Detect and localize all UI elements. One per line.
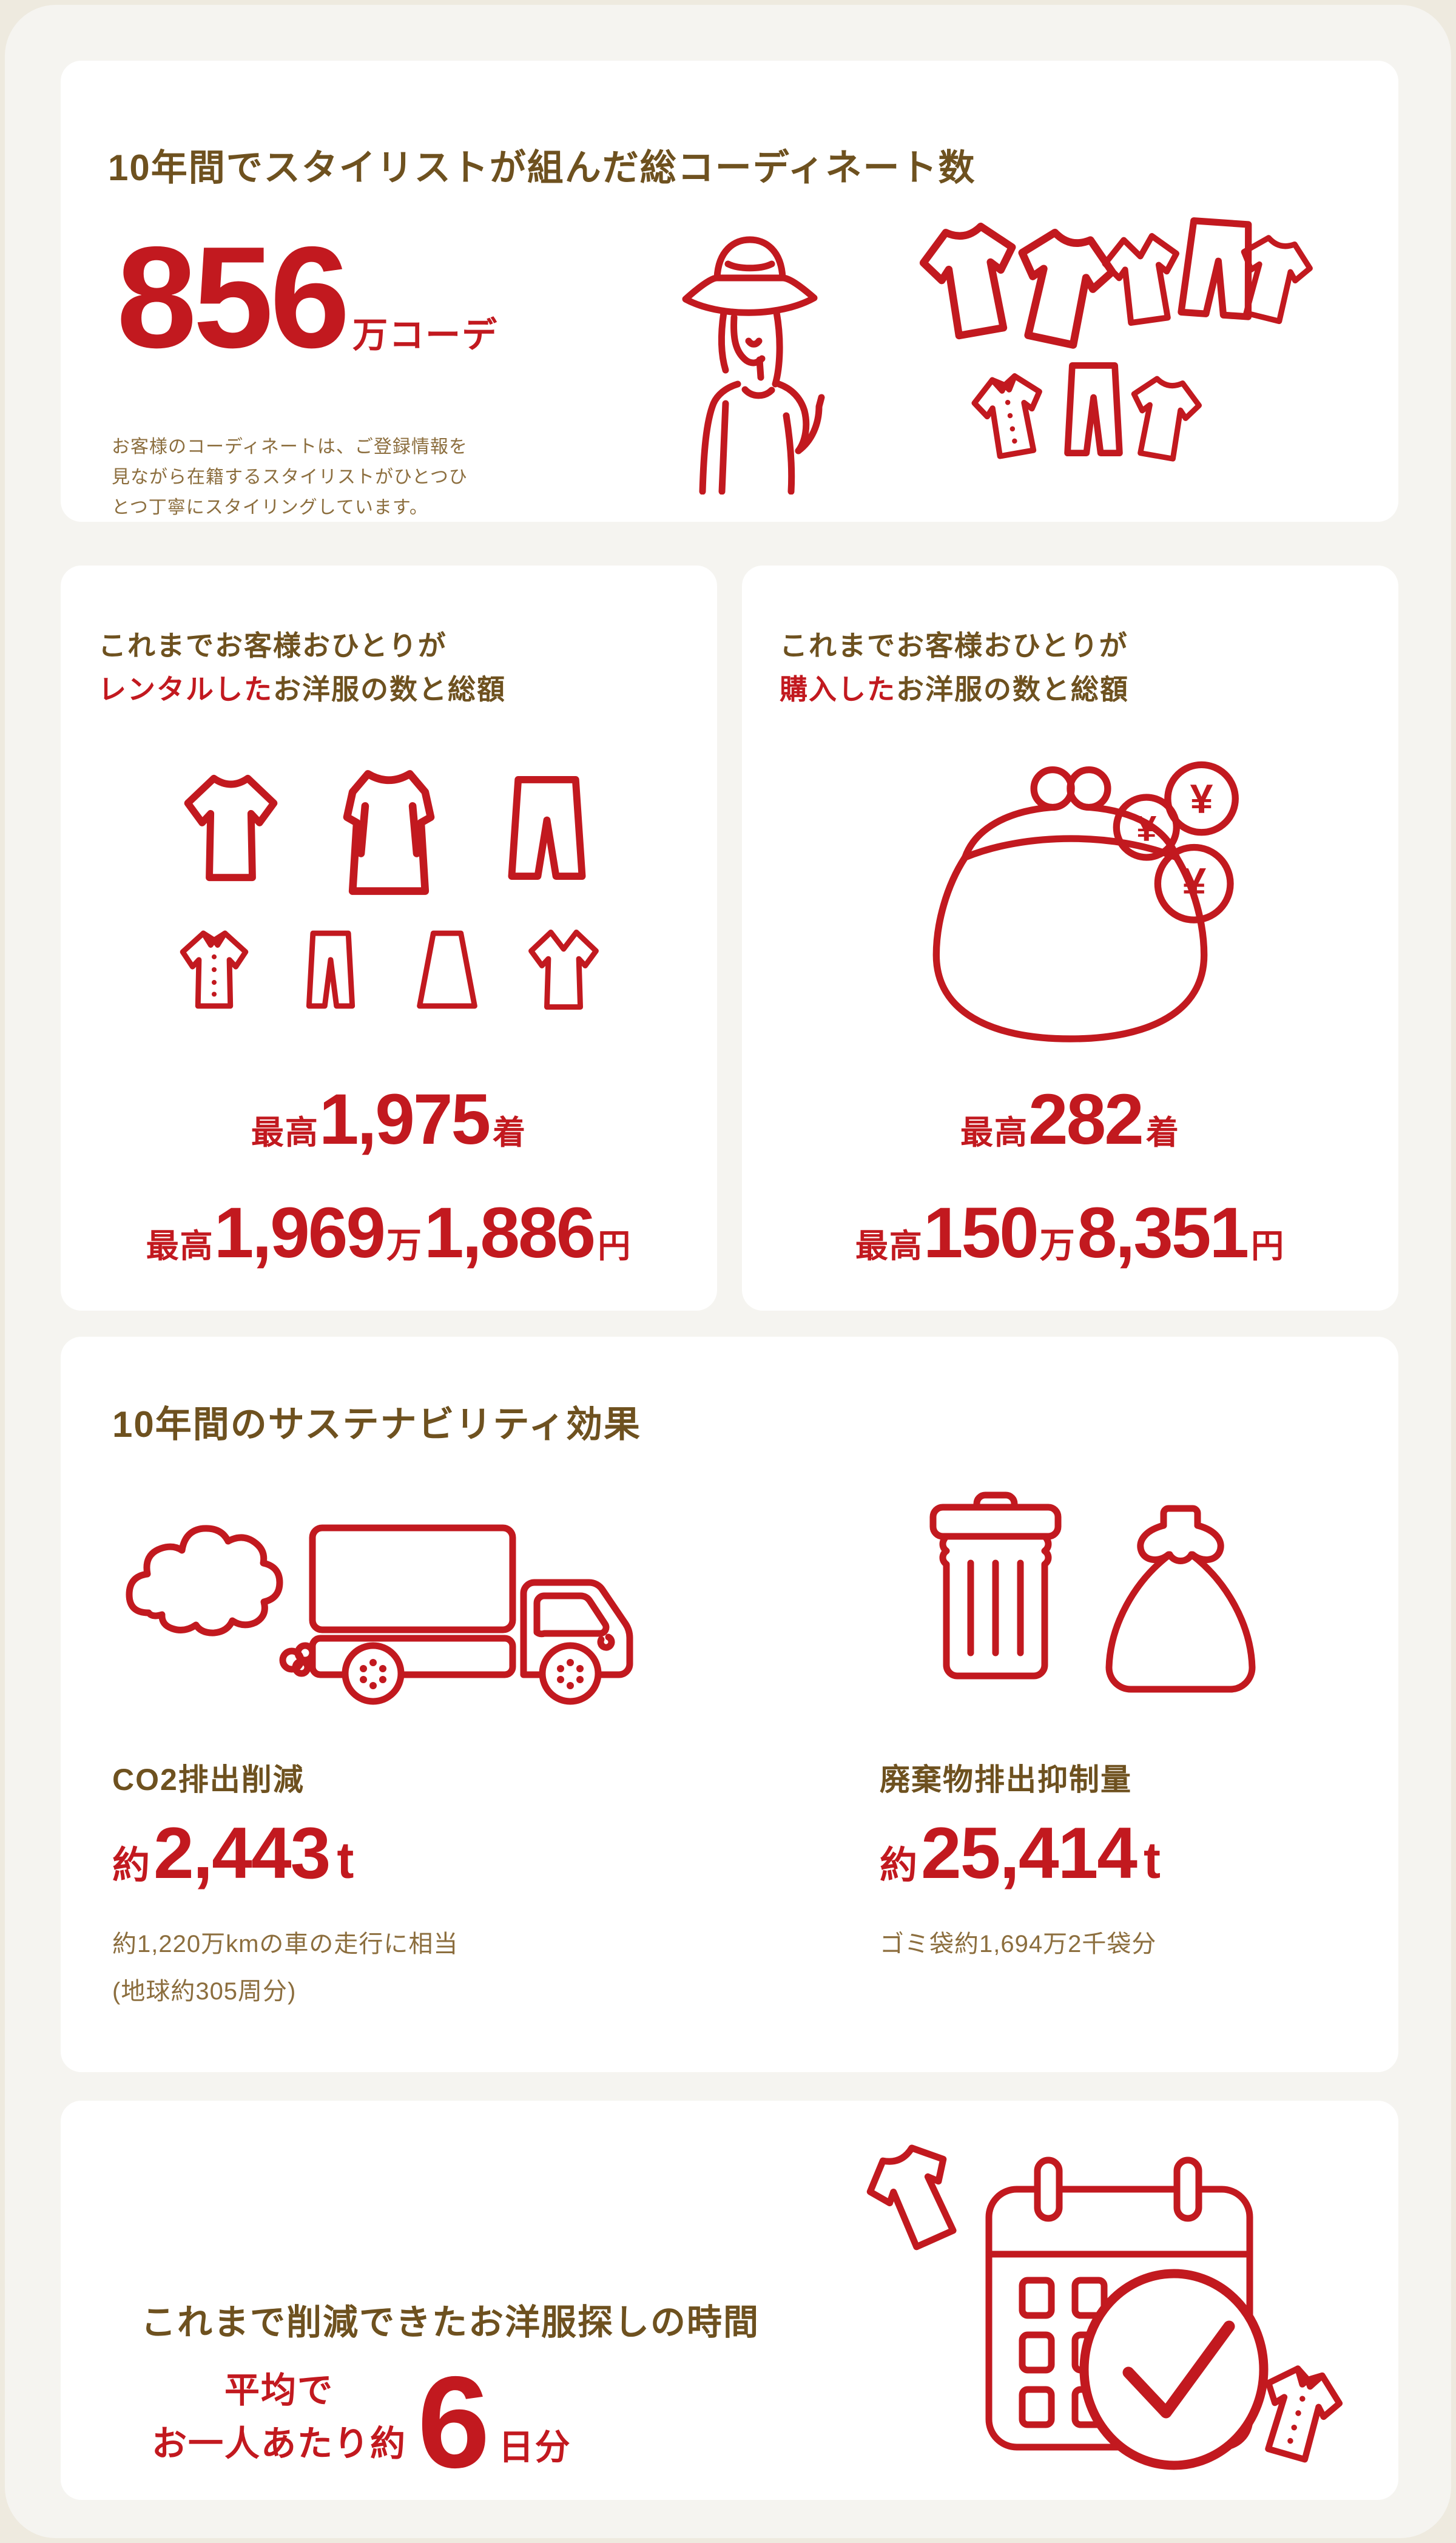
approx-prefix: 約	[880, 1845, 918, 1886]
stat-prefix: 最高	[960, 1115, 1029, 1151]
yen-unit: 円	[598, 1228, 632, 1265]
co2-note-line: 約1,220万kmの車の走行に相当	[112, 1931, 459, 1957]
time-saved-stat: 平均で お一人あたり約 6 日分	[152, 2339, 571, 2495]
trash-bin-and-bag-icon	[929, 1491, 1256, 1693]
coin-purse-icon: ¥ ¥ ¥	[932, 761, 1239, 1042]
wide-pants-icon	[482, 763, 612, 893]
purchase-title-suffix: お洋服の数と総額	[896, 674, 1129, 705]
total-coordinates-description: お客様のコーディネートは、ご登録情報を 見ながら在籍するスタイリストがひとつひ …	[112, 432, 468, 523]
man-unit: 万	[1039, 1226, 1075, 1265]
stat-unit: 着	[493, 1115, 527, 1151]
rental-title-suffix: お洋服の数と総額	[273, 674, 506, 705]
sustainability-title: 10年間のサステナビリティ効果	[112, 1404, 641, 1445]
purchase-title: これまでお客様おひとりが 購入したお洋服の数と総額	[780, 624, 1129, 711]
rental-count-value: 1,975	[318, 1079, 491, 1160]
total-coordinates-value: 856	[116, 217, 350, 378]
time-saved-label: 平均で お一人あたり約	[152, 2364, 406, 2471]
tshirt-icon	[166, 763, 296, 893]
rental-stats-card: これまでお客様おひとりが レンタルしたお洋服の数と総額 最高 1,975 着 最…	[61, 566, 717, 1311]
slim-pants-icon	[281, 920, 380, 1019]
purchase-count-stat: 最高 282 着	[742, 1078, 1398, 1161]
description-line: お客様のコーディネートは、ご登録情報を	[112, 437, 468, 457]
stat-prefix: 最高	[855, 1228, 923, 1265]
rental-amount-stat: 最高 1,969 万 1,886 円	[61, 1192, 717, 1274]
purchase-amount-stat: 最高 150 万 8,351 円	[742, 1192, 1398, 1274]
calendar-checkmark-icon	[837, 2118, 1371, 2470]
button-shirt-icon	[165, 920, 263, 1019]
time-label-line2: お一人あたり約	[152, 2424, 407, 2464]
waste-note: ゴミ袋約1,694万2千袋分	[880, 1920, 1156, 1968]
rental-title-highlight: レンタルした	[98, 674, 273, 705]
man-unit: 万	[386, 1226, 422, 1265]
sustainability-card: 10年間のサステナビリティ効果	[61, 1337, 1398, 2072]
vneck-top-icon	[514, 920, 613, 1019]
co2-label: CO2排出削減	[112, 1763, 305, 1797]
co2-stat: 約 2,443 t	[112, 1811, 354, 1895]
time-saved-title: これまで削減できたお洋服探しの時間	[141, 2303, 760, 2342]
stat-prefix: 最高	[251, 1115, 319, 1151]
description-line: 見ながら在籍するスタイリストがひとつひ	[112, 467, 468, 487]
purchase-title-prefix: これまでお客様おひとりが	[780, 630, 1128, 661]
total-coordinates-title: 10年間でスタイリストが組んだ総コーディネート数	[108, 147, 976, 188]
waste-note-line: ゴミ袋約1,694万2千袋分	[880, 1931, 1157, 1957]
waste-value: 25,414	[921, 1812, 1138, 1894]
yen-unit: 円	[1251, 1228, 1286, 1265]
rental-count-stat: 最高 1,975 着	[61, 1078, 717, 1161]
rental-title-prefix: これまでお客様おひとりが	[98, 630, 447, 661]
waste-label: 廃棄物排出抑制量	[880, 1763, 1132, 1797]
yen-coin-symbol: ¥	[1182, 860, 1206, 908]
total-coordinates-card: 10年間でスタイリストが組んだ総コーディネート数 856 万コーデ お客様のコー…	[61, 61, 1398, 522]
time-saved-card: これまで削減できたお洋服探しの時間 平均で お一人あたり約 6 日分	[61, 2101, 1398, 2500]
purchase-stats-card: これまでお客様おひとりが 購入したお洋服の数と総額 ¥ ¥ ¥ 最高 282 着…	[742, 566, 1398, 1311]
stat-prefix: 最高	[146, 1228, 214, 1265]
rental-title: これまでお客様おひとりが レンタルしたお洋服の数と総額	[98, 624, 506, 711]
co2-note-line: (地球約305周分)	[112, 1978, 297, 2005]
ton-unit: t	[1144, 1832, 1161, 1889]
co2-note: 約1,220万kmの車の走行に相当 (地球約305周分)	[112, 1920, 458, 2015]
approx-prefix: 約	[112, 1845, 150, 1886]
purchase-title-highlight: 購入した	[780, 674, 896, 705]
co2-value: 2,443	[153, 1812, 331, 1894]
rental-amount-yen: 1,886	[424, 1193, 596, 1273]
time-saved-value: 6	[417, 2348, 490, 2495]
total-coordinates-unit: 万コーデ	[352, 316, 499, 355]
stat-unit: 着	[1145, 1115, 1180, 1151]
total-coordinates-stat: 856 万コーデ	[116, 226, 498, 370]
purchase-amount-yen: 8,351	[1077, 1193, 1249, 1273]
rental-clothes-icons-row2	[61, 920, 717, 1019]
time-saved-unit: 日分	[498, 2428, 571, 2467]
description-line: とつ丁寧にスタイリングしています。	[112, 498, 428, 518]
skirt-icon	[398, 920, 496, 1019]
dress-icon	[319, 763, 459, 902]
stylist-with-clothes-icon	[682, 191, 1323, 495]
co2-truck-icon	[126, 1524, 633, 1705]
rental-amount-man: 1,969	[214, 1193, 386, 1273]
yen-coin-symbol: ¥	[1190, 776, 1213, 822]
ton-unit: t	[337, 1832, 354, 1889]
purchase-amount-man: 150	[923, 1193, 1039, 1273]
purchase-count-value: 282	[1028, 1079, 1144, 1160]
waste-stat: 約 25,414 t	[880, 1811, 1161, 1895]
rental-clothes-icons-row1	[61, 763, 717, 902]
time-label-line1: 平均で	[224, 2371, 334, 2410]
yen-coin-symbol: ¥	[1136, 808, 1156, 849]
